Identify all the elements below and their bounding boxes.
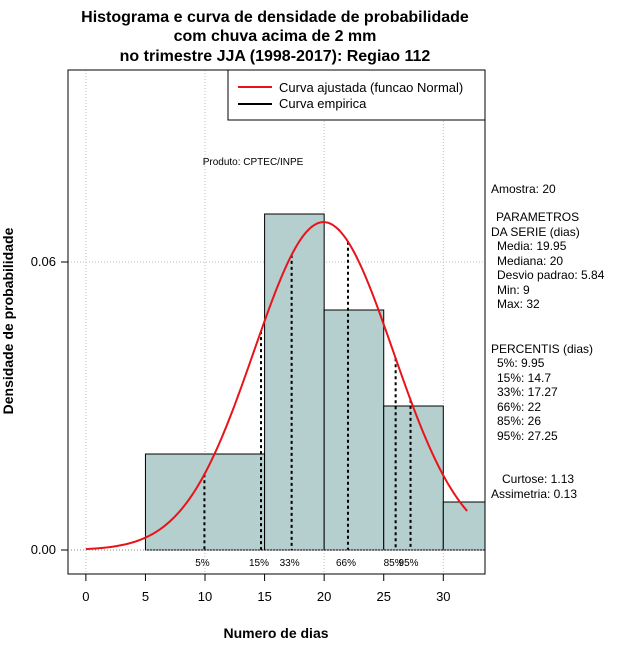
histogram-bar-0 [144, 453, 266, 551]
legend-box [227, 69, 486, 121]
stat-curtose: Curtose: 1.13 [502, 472, 574, 486]
stat-percentis-title: PERCENTIS (dias) [491, 342, 593, 356]
y-axis-title: Densidade de probabilidade [0, 227, 16, 414]
chart-title-line-1: Histograma e curva de densidade de proba… [81, 9, 469, 26]
x-tick-label-1: 5 [142, 589, 149, 604]
histogram-bar-3 [383, 405, 444, 551]
stat-p33: 33%: 17.27 [497, 385, 558, 399]
stat-max: Max: 32 [497, 297, 540, 311]
stat-p85: 85%: 26 [497, 414, 541, 428]
chart-title-line-3: no trimestre JJA (1998-2017): Regiao 112 [120, 48, 431, 65]
stat-p5: 5%: 9.95 [497, 356, 545, 370]
percentile-label-2: 33% [280, 558, 300, 569]
stat-parametros-subtitle: DA SERIE (dias) [491, 225, 580, 239]
x-tick-label-5: 25 [376, 589, 390, 604]
x-tick-label-4: 20 [317, 589, 331, 604]
legend-label-empirical: Curva empirica [279, 96, 367, 111]
statistics-panel: Amostra: 20 PARAMETROS DA SERIE (dias) M… [491, 182, 605, 501]
bars-layer [144, 213, 486, 551]
percentile-label-layer: 5% 15% 33% 66% 85%95% [68, 549, 485, 569]
histogram-bar-1 [264, 213, 325, 551]
percentile-label-5: 95% [399, 558, 419, 569]
percentile-label-3: 66% [336, 558, 356, 569]
percentile-label-1: 15% [249, 558, 269, 569]
x-tick-label-3: 15 [257, 589, 271, 604]
stat-parametros-title: PARAMETROS [496, 210, 579, 224]
x-axis-title: Numero de dias [223, 625, 328, 641]
legend: Curva ajustada (funcao Normal) Curva emp… [227, 69, 486, 121]
fitted-normal-curve [85, 221, 468, 551]
histogram-bar-2 [323, 309, 385, 551]
y-tick-label-0: 0.00 [31, 542, 56, 557]
stat-mediana: Mediana: 20 [497, 254, 563, 268]
chart-title-line-2: com chuva acima de 2 mm [174, 28, 377, 45]
legend-label-fitted: Curva ajustada (funcao Normal) [279, 80, 463, 95]
product-annotation: Produto: CPTEC/INPE [203, 157, 304, 168]
percentile-label-4: 85% [384, 558, 404, 569]
histogram-bar-4 [442, 501, 486, 551]
x-tick-label-6: 30 [436, 589, 450, 604]
x-tick-label-0: 0 [82, 589, 89, 604]
stat-p15: 15%: 14.7 [497, 371, 551, 385]
stat-desvio: Desvio padrao: 5.84 [497, 268, 605, 282]
stat-media: Media: 19.95 [497, 239, 567, 253]
stat-min: Min: 9 [497, 283, 530, 297]
percentile-layer [203, 241, 412, 550]
stat-assimetria: Assimetria: 0.13 [491, 487, 577, 501]
y-tick-label-1: 0.06 [31, 254, 56, 269]
x-tick-label-2: 10 [198, 589, 212, 604]
axis-layer: 0 5 10 15 20 25 30 0.00 0.06 [31, 254, 451, 604]
stat-p66: 66%: 22 [497, 400, 541, 414]
stat-amostra: Amostra: 20 [491, 182, 556, 196]
percentile-label-0: 5% [195, 558, 210, 569]
curve-layer [85, 221, 468, 551]
stat-p95: 95%: 27.25 [497, 429, 558, 443]
